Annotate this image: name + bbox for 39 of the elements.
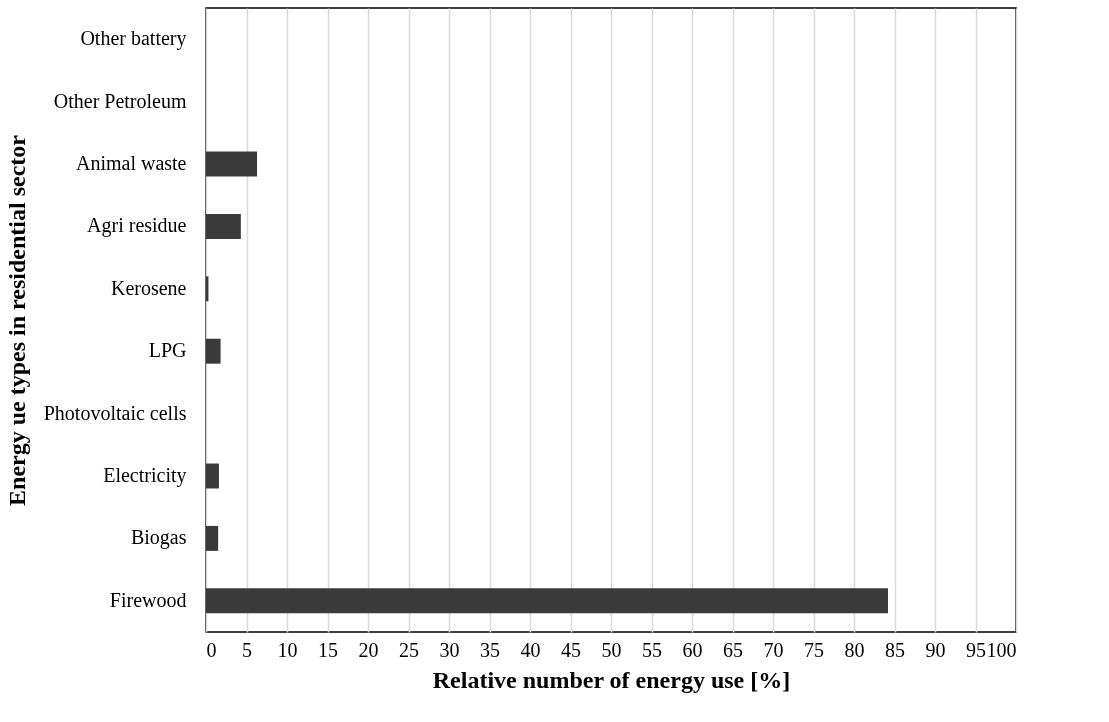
bar bbox=[206, 338, 221, 364]
x-tick-label: 60 bbox=[682, 638, 703, 661]
x-tick-label: 30 bbox=[439, 638, 460, 661]
x-tick-label: 5 bbox=[242, 638, 252, 661]
bar bbox=[206, 525, 219, 551]
x-tick-label: 25 bbox=[399, 638, 419, 661]
y-tick-label: Photovoltaic cells bbox=[43, 401, 187, 424]
bar bbox=[206, 213, 241, 239]
x-tick-label: 0 bbox=[206, 638, 217, 661]
x-tick-label: 75 bbox=[804, 638, 824, 661]
x-tick-label: 90 bbox=[925, 638, 946, 661]
x-tick-label: 80 bbox=[844, 638, 865, 661]
x-tick-label: 70 bbox=[763, 638, 784, 661]
y-tick-label: Agri residue bbox=[87, 214, 187, 238]
x-tick-label: 55 bbox=[642, 638, 662, 661]
bar bbox=[206, 588, 889, 614]
x-tick-label: 45 bbox=[561, 638, 581, 661]
x-tick-label: 100 bbox=[986, 638, 1017, 661]
bar bbox=[206, 463, 219, 489]
y-tick-label: Animal waste bbox=[75, 152, 187, 174]
x-tick-label: 35 bbox=[480, 638, 500, 661]
x-tick-label: 85 bbox=[885, 638, 905, 661]
bar bbox=[206, 151, 258, 177]
y-tick-label: LPG bbox=[148, 339, 187, 362]
x-tick-label: 65 bbox=[723, 638, 743, 661]
y-tick-label: Other battery bbox=[80, 27, 187, 51]
x-tick-label: 20 bbox=[358, 638, 379, 661]
x-tick-label: 10 bbox=[277, 638, 298, 661]
y-tick-label: Firewood bbox=[109, 588, 187, 611]
x-tick-label: 15 bbox=[318, 638, 338, 661]
x-tick-label: 40 bbox=[520, 638, 541, 661]
y-tick-label: Other Petroleum bbox=[53, 89, 187, 112]
y-axis-title: Energy ue types in residential sector bbox=[3, 134, 30, 506]
y-tick-label: Electricity bbox=[103, 464, 187, 487]
y-tick-label: Biogas bbox=[130, 526, 187, 550]
x-tick-label: 95 bbox=[966, 638, 986, 661]
x-tick-label: 50 bbox=[601, 638, 622, 661]
y-tick-label: Kerosene bbox=[110, 276, 187, 299]
x-axis-title: Relative number of energy use [%] bbox=[432, 666, 791, 693]
